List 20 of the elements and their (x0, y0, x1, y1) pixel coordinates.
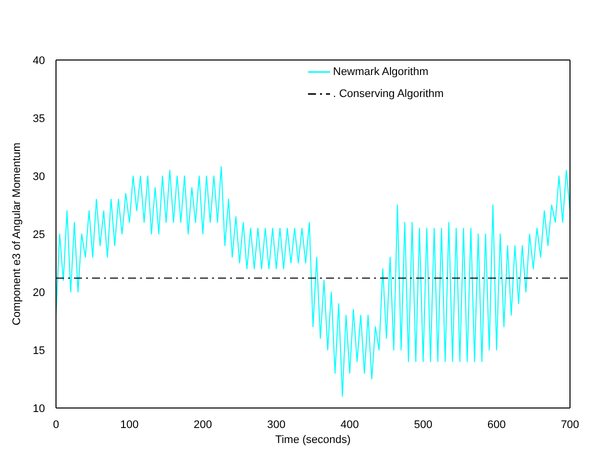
y-tick-label: 10 (32, 402, 45, 415)
y-tick-label: 15 (32, 344, 45, 357)
line-series (56, 166, 570, 397)
y-tick-label: 35 (32, 112, 45, 125)
y-tick-label: 20 (32, 286, 45, 299)
x-axis-title: Time (seconds) (275, 434, 351, 446)
x-tick-label: 100 (120, 418, 139, 431)
x-tick-label: 700 (560, 418, 580, 431)
y-tick-label: 30 (32, 170, 45, 183)
x-tick-label: 600 (487, 418, 506, 431)
y-tick-label: 25 (32, 228, 45, 241)
x-tick-label: 500 (414, 418, 432, 431)
legend-label: . Conserving Algorithm (333, 88, 444, 100)
y-axis-title: Component e3 of Angular Momentum (10, 142, 23, 326)
legend-label: Newmark Algorithm (333, 66, 428, 78)
x-tick-label: 200 (194, 418, 212, 431)
x-tick-label: 0 (52, 418, 60, 431)
y-tick-label: 40 (32, 54, 45, 67)
x-tick-label: 300 (267, 418, 286, 431)
x-tick-label: 400 (340, 418, 359, 431)
